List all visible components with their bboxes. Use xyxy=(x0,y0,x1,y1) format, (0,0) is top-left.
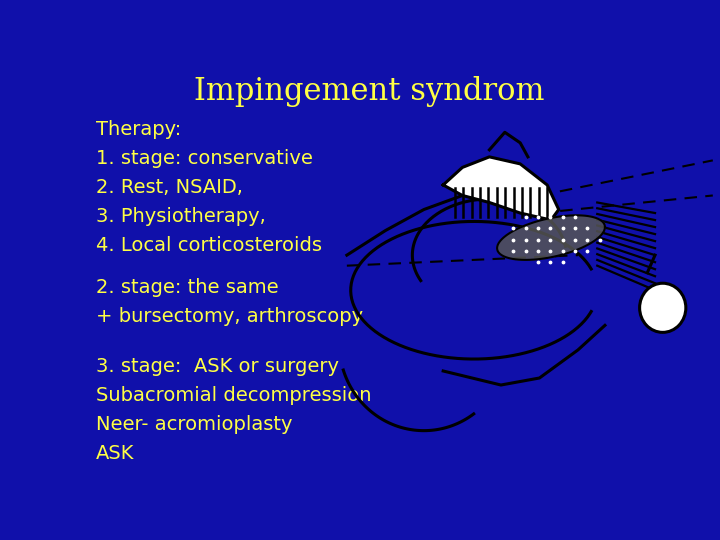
Text: 2. Rest, NSAID,: 2. Rest, NSAID, xyxy=(96,178,243,197)
Text: ASK: ASK xyxy=(96,444,134,463)
Text: 2. stage: the same: 2. stage: the same xyxy=(96,278,278,297)
Polygon shape xyxy=(497,215,605,260)
Text: Subacromial decompression: Subacromial decompression xyxy=(96,386,371,405)
Text: 4. Local corticosteroids: 4. Local corticosteroids xyxy=(96,236,322,255)
Text: + bursectomy, arthroscopy: + bursectomy, arthroscopy xyxy=(96,307,363,326)
Text: Neer- acromioplasty: Neer- acromioplasty xyxy=(96,415,292,434)
Text: Impingement syndrom: Impingement syndrom xyxy=(194,76,544,107)
Text: 3. Physiotherapy,: 3. Physiotherapy, xyxy=(96,207,266,226)
Text: Therapy:: Therapy: xyxy=(96,120,181,139)
Text: 1. stage: conservative: 1. stage: conservative xyxy=(96,149,312,168)
Ellipse shape xyxy=(639,283,686,332)
Text: 3. stage:  ASK or surgery: 3. stage: ASK or surgery xyxy=(96,357,338,376)
Polygon shape xyxy=(444,157,559,220)
